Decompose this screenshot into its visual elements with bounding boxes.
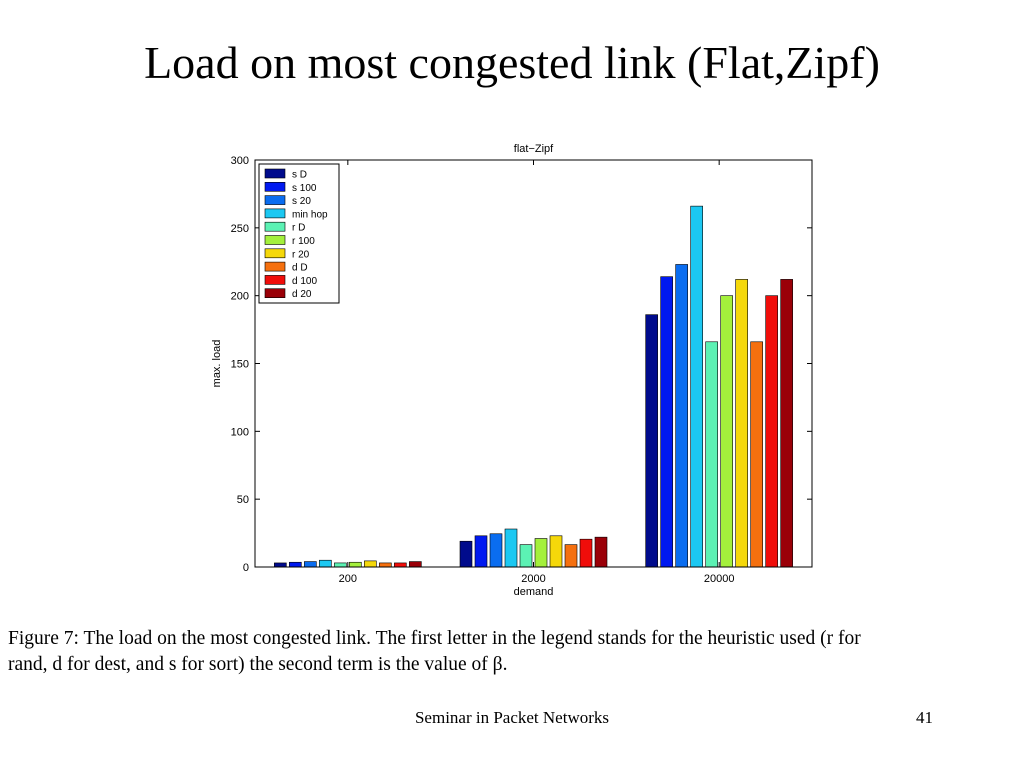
caption-line-1: Figure 7: The load on the most congested… — [8, 628, 861, 649]
legend-swatch — [264, 248, 286, 259]
bar-chart: flat−Zipf 0 50 100 150 200 250 300 200 2000 20000 d… — [211, 143, 813, 598]
legend-label: d D — [292, 263, 308, 274]
legend-swatch — [264, 275, 286, 285]
bar — [720, 295, 733, 568]
bar — [660, 276, 673, 568]
legend-swatch — [264, 235, 286, 245]
bar — [394, 562, 407, 568]
bar — [519, 544, 533, 568]
legend-swatch — [264, 208, 286, 219]
x-tick-label: 2000 — [521, 573, 545, 585]
y-tick-label: 0 — [243, 562, 249, 574]
bar — [319, 559, 332, 568]
legend-label: r 20 — [292, 249, 310, 260]
caption-line-2: rand, d for dest, and s for sort) the se… — [8, 653, 508, 675]
bar — [474, 535, 488, 568]
bar — [334, 562, 347, 568]
x-tick-label: 20000 — [704, 573, 735, 585]
bar — [645, 314, 658, 568]
bar — [304, 561, 317, 568]
legend-swatch — [264, 288, 286, 298]
bar — [705, 341, 718, 568]
legend-swatch — [264, 168, 286, 179]
bar — [409, 561, 422, 568]
bar — [379, 562, 392, 568]
legend-swatch — [264, 221, 286, 232]
bar — [274, 562, 287, 568]
legend-label: r D — [292, 223, 305, 234]
bar — [735, 279, 748, 568]
figure-caption: Figure 7: The load on the most congested… — [8, 626, 1024, 678]
bar — [780, 279, 793, 568]
legend-label: d 20 — [292, 289, 312, 300]
bar — [765, 295, 778, 568]
legend-swatch — [264, 181, 286, 192]
chart-title: flat−Zipf — [514, 143, 554, 155]
slide-title: Load on most congested link (Flat,Zipf) — [144, 37, 880, 88]
bar — [364, 560, 377, 568]
x-tick-label: 200 — [339, 573, 357, 585]
bar — [690, 205, 703, 568]
legend-swatch — [264, 261, 286, 272]
bar — [534, 538, 548, 568]
legend-swatch — [264, 195, 286, 205]
bar — [459, 540, 473, 568]
y-tick-label: 100 — [231, 426, 249, 438]
x-axis-label: demand — [514, 586, 554, 598]
y-tick-label: 300 — [231, 155, 249, 167]
bar — [349, 561, 362, 568]
legend-label: r 100 — [292, 236, 315, 247]
y-tick-label: 50 — [237, 494, 249, 506]
slide-footer: Seminar in Packet Networks — [414, 708, 610, 727]
page-number: 41 — [916, 708, 933, 727]
bar — [549, 535, 563, 568]
bar — [489, 533, 503, 568]
y-tick-label: 200 — [231, 291, 249, 303]
bar — [594, 536, 608, 568]
legend-label: s 100 — [292, 183, 317, 194]
bar — [750, 341, 763, 568]
legend-label: s 20 — [292, 196, 311, 207]
y-tick-label: 150 — [231, 359, 249, 371]
bar — [675, 264, 688, 568]
y-tick-label: 250 — [231, 223, 249, 235]
legend-label: d 100 — [292, 276, 317, 287]
bar — [289, 561, 302, 568]
bar — [579, 538, 593, 568]
y-axis-label: max. load — [211, 340, 223, 388]
legend-label: s D — [292, 170, 307, 181]
legend-label: min hop — [292, 209, 328, 220]
bar — [564, 544, 578, 568]
bar — [504, 528, 518, 568]
